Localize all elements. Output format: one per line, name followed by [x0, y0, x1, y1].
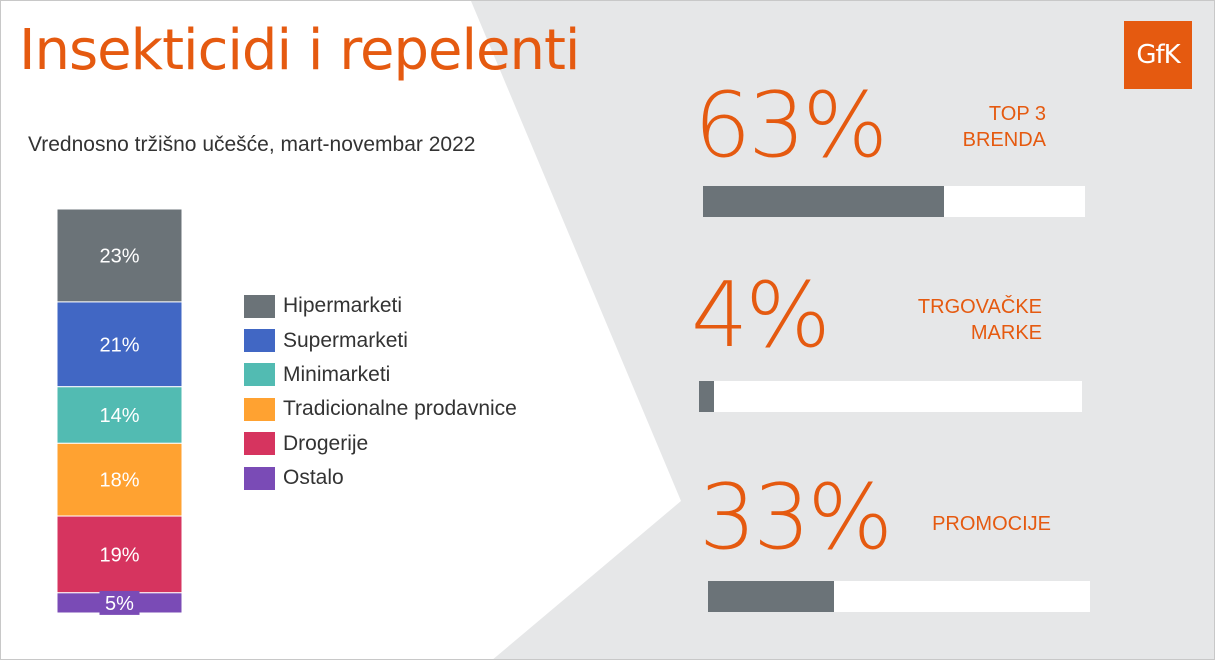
stack-segment-minimarketi: [56, 386, 183, 444]
legend-label: Ostalo: [283, 466, 344, 490]
data-label-hipermarketi: 23%: [99, 245, 139, 267]
kpi-bar-track-top-3-brands: [703, 186, 1085, 217]
chart-legend: Hipermarketi Supermarketi Minimarketi Tradi…: [244, 289, 517, 495]
kpi-label-promotions: PROMOCIJE: [932, 513, 1051, 535]
legend-label: Supermarketi: [283, 328, 408, 352]
kpi-bar-track-private-labels: [699, 381, 1082, 412]
legend-item-supermarketi: Supermarketi: [244, 323, 517, 357]
legend-item-hipermarketi: Hipermarketi: [244, 289, 517, 323]
kpi-label-private-labels: TRGOVAČKE MARKE: [917, 296, 1042, 344]
legend-item-minimarketi: Minimarketi: [244, 358, 517, 392]
kpi-value-promotions: 33%: [699, 465, 893, 570]
grey-background-panel: [471, 1, 1214, 659]
legend-item-ostalo: Ostalo: [244, 461, 517, 495]
data-label-supermarketi: 21%: [99, 334, 139, 356]
kpi-bar-track-promotions: [708, 581, 1090, 612]
legend-swatch: [244, 397, 275, 421]
legend-label: Minimarketi: [283, 362, 391, 386]
legend-swatch: [244, 329, 275, 353]
kpi-label-top-3-brands: TOP 3 BRENDA: [962, 103, 1046, 151]
legend-swatch: [244, 432, 275, 456]
legend-swatch: [244, 363, 275, 387]
data-label-ostalo: 5%: [105, 593, 134, 615]
kpi-bar-fill-top-3-brands: [703, 186, 944, 217]
legend-label: Tradicionalne prodavnice: [283, 397, 517, 421]
kpi-bar-fill-promotions: [708, 581, 835, 612]
stack-segment-tradicionalne-prodavnice: [56, 442, 183, 517]
kpi-value-private-labels: 4%: [691, 263, 831, 368]
data-label-drogerije: 19%: [99, 544, 139, 566]
legend-swatch: [244, 466, 275, 490]
stack-segment-supermarketi: [56, 301, 183, 388]
legend-item-tradicionalne-prodavnice: Tradicionalne prodavnice: [244, 392, 517, 426]
legend-label: Drogerije: [283, 431, 369, 455]
legend-item-drogerije: Drogerije: [244, 427, 517, 461]
page-title: Insekticidi i repelenti: [19, 18, 580, 83]
gfk-logo: GfK: [1124, 21, 1192, 89]
legend-swatch: [244, 294, 275, 318]
kpi-bar-fill-private-labels: [699, 381, 715, 412]
data-label-background-ostalo: [99, 590, 140, 615]
stack-segment-drogerije: [56, 515, 183, 594]
kpi-value-top-3-brands: 63%: [694, 73, 888, 178]
legend-label: Hipermarketi: [283, 294, 403, 318]
data-label-tradicionalne-prodavnice: 18%: [99, 470, 139, 492]
chart-subtitle: Vrednosno tržišno učešće, mart-novembar …: [28, 133, 476, 156]
data-label-minimarketi: 14%: [99, 405, 139, 427]
